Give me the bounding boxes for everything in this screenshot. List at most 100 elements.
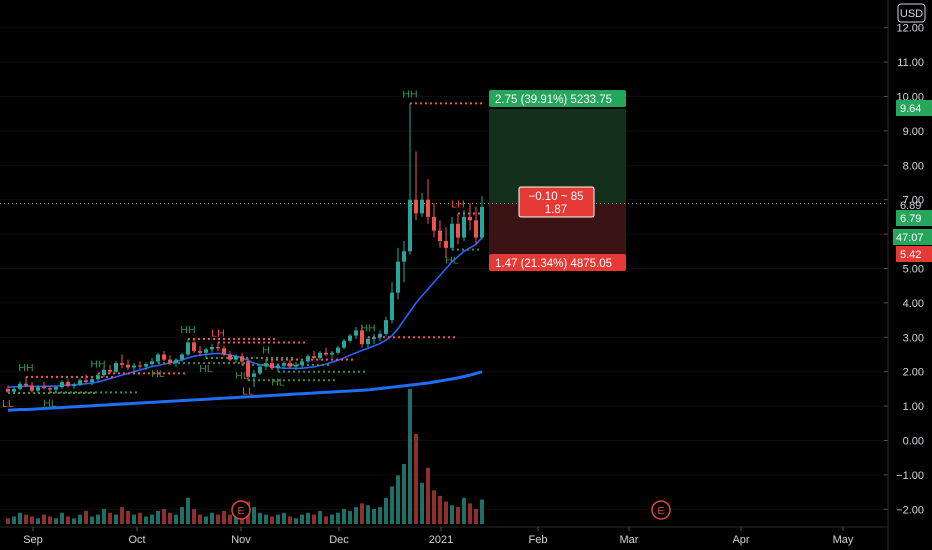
candle[interactable]: [468, 203, 472, 231]
candle[interactable]: [462, 210, 466, 241]
candle[interactable]: [288, 359, 292, 369]
candle[interactable]: [66, 379, 70, 388]
candle[interactable]: [276, 363, 280, 372]
candle[interactable]: [474, 206, 478, 245]
candle[interactable]: [252, 369, 256, 388]
candle[interactable]: [204, 347, 208, 358]
candle[interactable]: [324, 347, 328, 357]
pivot-label: HH: [180, 324, 195, 336]
earnings-marker[interactable]: E: [231, 500, 251, 520]
pivot-label: LH: [211, 327, 224, 339]
candle[interactable]: [270, 359, 274, 370]
volume-bar: [222, 510, 226, 524]
currency-badge[interactable]: [897, 3, 926, 23]
candle[interactable]: [330, 351, 334, 358]
candle[interactable]: [360, 325, 364, 348]
candle[interactable]: [222, 345, 226, 357]
candle[interactable]: [432, 203, 436, 238]
candle[interactable]: [408, 103, 412, 255]
candle[interactable]: [78, 378, 82, 387]
volume-bar: [72, 518, 76, 524]
candle[interactable]: [438, 220, 442, 248]
candle[interactable]: [54, 386, 58, 392]
candle[interactable]: [378, 330, 382, 341]
candle[interactable]: [30, 382, 34, 393]
candle[interactable]: [168, 355, 172, 365]
candle[interactable]: [120, 354, 124, 369]
candle[interactable]: [264, 359, 268, 370]
price-axis[interactable]: USD 12.0011.0010.009.008.007.006.005.004…: [884, 0, 926, 550]
candle[interactable]: [150, 357, 154, 367]
candle[interactable]: [198, 345, 202, 357]
earnings-marker[interactable]: E: [651, 500, 671, 520]
candle[interactable]: [180, 352, 184, 362]
candle[interactable]: [342, 339, 346, 350]
candle[interactable]: [240, 352, 244, 365]
time-axis[interactable]: Sep Oct Nov Dec 2021 Feb Mar Apr May: [0, 526, 888, 546]
candle[interactable]: [456, 213, 460, 245]
candle[interactable]: [42, 382, 46, 390]
candle[interactable]: [36, 384, 40, 394]
candle[interactable]: [444, 227, 448, 259]
candle[interactable]: [300, 359, 304, 368]
candle[interactable]: [234, 354, 238, 364]
candles[interactable]: [6, 103, 484, 395]
candle-body: [378, 333, 382, 338]
candle[interactable]: [258, 364, 262, 376]
candle[interactable]: [6, 385, 10, 394]
volume-bar: [48, 516, 52, 524]
candle[interactable]: [72, 382, 76, 389]
candle[interactable]: [246, 357, 250, 381]
candle[interactable]: [336, 345, 340, 355]
candle[interactable]: [414, 151, 418, 221]
candle[interactable]: [108, 364, 112, 374]
candle[interactable]: [162, 351, 166, 362]
candle[interactable]: [366, 337, 370, 348]
candle[interactable]: [138, 361, 142, 369]
candle[interactable]: [480, 196, 484, 240]
candle[interactable]: [156, 352, 160, 364]
candle[interactable]: [90, 377, 94, 386]
candle-body: [414, 199, 418, 214]
candle[interactable]: [372, 333, 376, 345]
position-labels[interactable]: 2.75 (39.91%) 5233.75 1.47 (21.34%) 4875…: [489, 90, 626, 271]
candle[interactable]: [60, 380, 64, 389]
candle[interactable]: [318, 351, 322, 360]
candle[interactable]: [228, 351, 232, 362]
candle[interactable]: [96, 373, 100, 383]
candle[interactable]: [348, 333, 352, 343]
candle[interactable]: [186, 339, 190, 357]
candle[interactable]: [390, 282, 394, 324]
candle[interactable]: [312, 351, 316, 360]
candle[interactable]: [396, 247, 400, 300]
candle[interactable]: [384, 316, 388, 336]
candle[interactable]: [114, 361, 118, 374]
candle-body: [228, 354, 232, 360]
volume-bar: [402, 464, 406, 524]
candle[interactable]: [48, 385, 52, 393]
candle[interactable]: [306, 354, 310, 364]
candle[interactable]: [144, 362, 148, 370]
candle[interactable]: [192, 339, 196, 353]
candle[interactable]: [402, 240, 406, 283]
candle[interactable]: [174, 357, 178, 367]
candle[interactable]: [102, 366, 106, 377]
candle[interactable]: [84, 374, 88, 384]
candle[interactable]: [282, 361, 286, 369]
candle[interactable]: [420, 192, 424, 217]
candle[interactable]: [132, 363, 136, 372]
candle[interactable]: [354, 326, 358, 340]
candle[interactable]: [450, 216, 454, 250]
candle[interactable]: [216, 342, 220, 352]
candle[interactable]: [24, 376, 28, 388]
candle[interactable]: [426, 179, 430, 224]
candle[interactable]: [210, 344, 214, 353]
candle[interactable]: [126, 359, 130, 370]
candle[interactable]: [294, 362, 298, 370]
candle[interactable]: [12, 387, 16, 395]
candle[interactable]: [18, 381, 22, 391]
volume-bar: [468, 503, 472, 524]
